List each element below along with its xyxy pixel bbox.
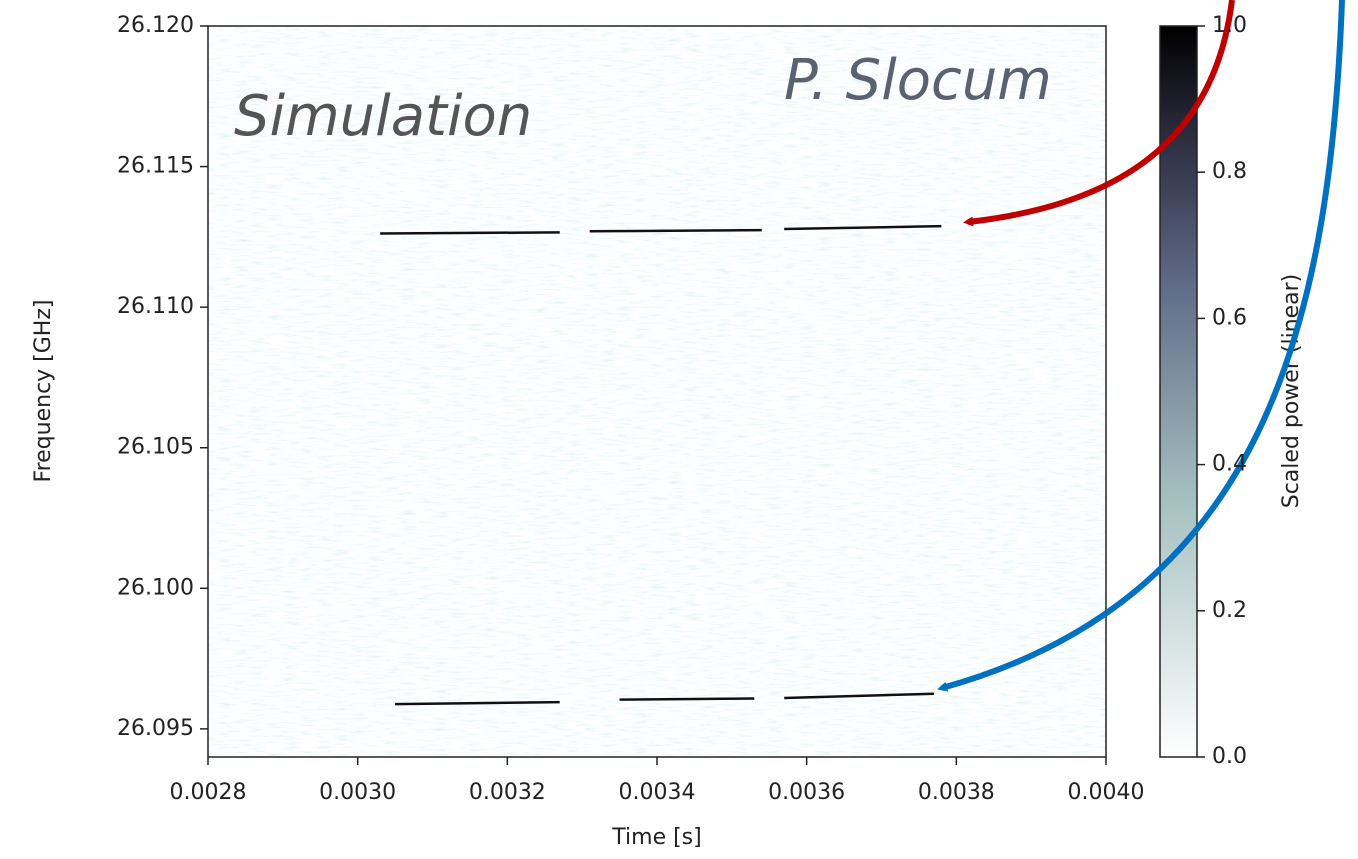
colorbar-tick-label: 1.0: [1212, 13, 1247, 38]
signal-track: [395, 692, 934, 706]
x-tick-label: 0.0038: [918, 780, 995, 805]
colorbar-tick-label: 0.6: [1212, 305, 1247, 330]
x-tick-label: 0.0030: [319, 780, 396, 805]
colorbar-tick-label: 0.4: [1212, 452, 1247, 477]
y-tick-label: 26.110: [117, 294, 194, 319]
x-tick-label: 0.0028: [170, 780, 247, 805]
blue-arrow: [937, 0, 1345, 692]
x-tick-label: 0.0036: [768, 780, 845, 805]
x-tick-label: 0.0040: [1068, 780, 1145, 805]
plot-area: [380, 224, 942, 706]
y-tick-label: 26.100: [117, 575, 194, 600]
y-tick-label: 26.120: [117, 13, 194, 38]
red-arrow: [963, 0, 1235, 227]
y-axis-label: Frequency [GHz]: [31, 300, 56, 483]
colorbar: [1159, 25, 1198, 758]
x-tick-label: 0.0034: [619, 780, 696, 805]
colorbar-tick-label: 0.0: [1212, 744, 1247, 769]
y-tick-label: 26.115: [117, 154, 194, 179]
annotation: Simulation: [234, 84, 532, 149]
x-axis-label: Time [s]: [611, 825, 701, 850]
x-tick-label: 0.0032: [469, 780, 546, 805]
y-tick-label: 26.095: [117, 716, 194, 741]
annotation: P. Slocum: [784, 48, 1052, 113]
signal-track: [380, 224, 942, 235]
colorbar-tick-label: 0.8: [1212, 159, 1247, 184]
colorbar-tick-label: 0.2: [1212, 598, 1247, 623]
spectrogram-background: [208, 26, 1106, 757]
y-tick-label: 26.105: [117, 435, 194, 460]
